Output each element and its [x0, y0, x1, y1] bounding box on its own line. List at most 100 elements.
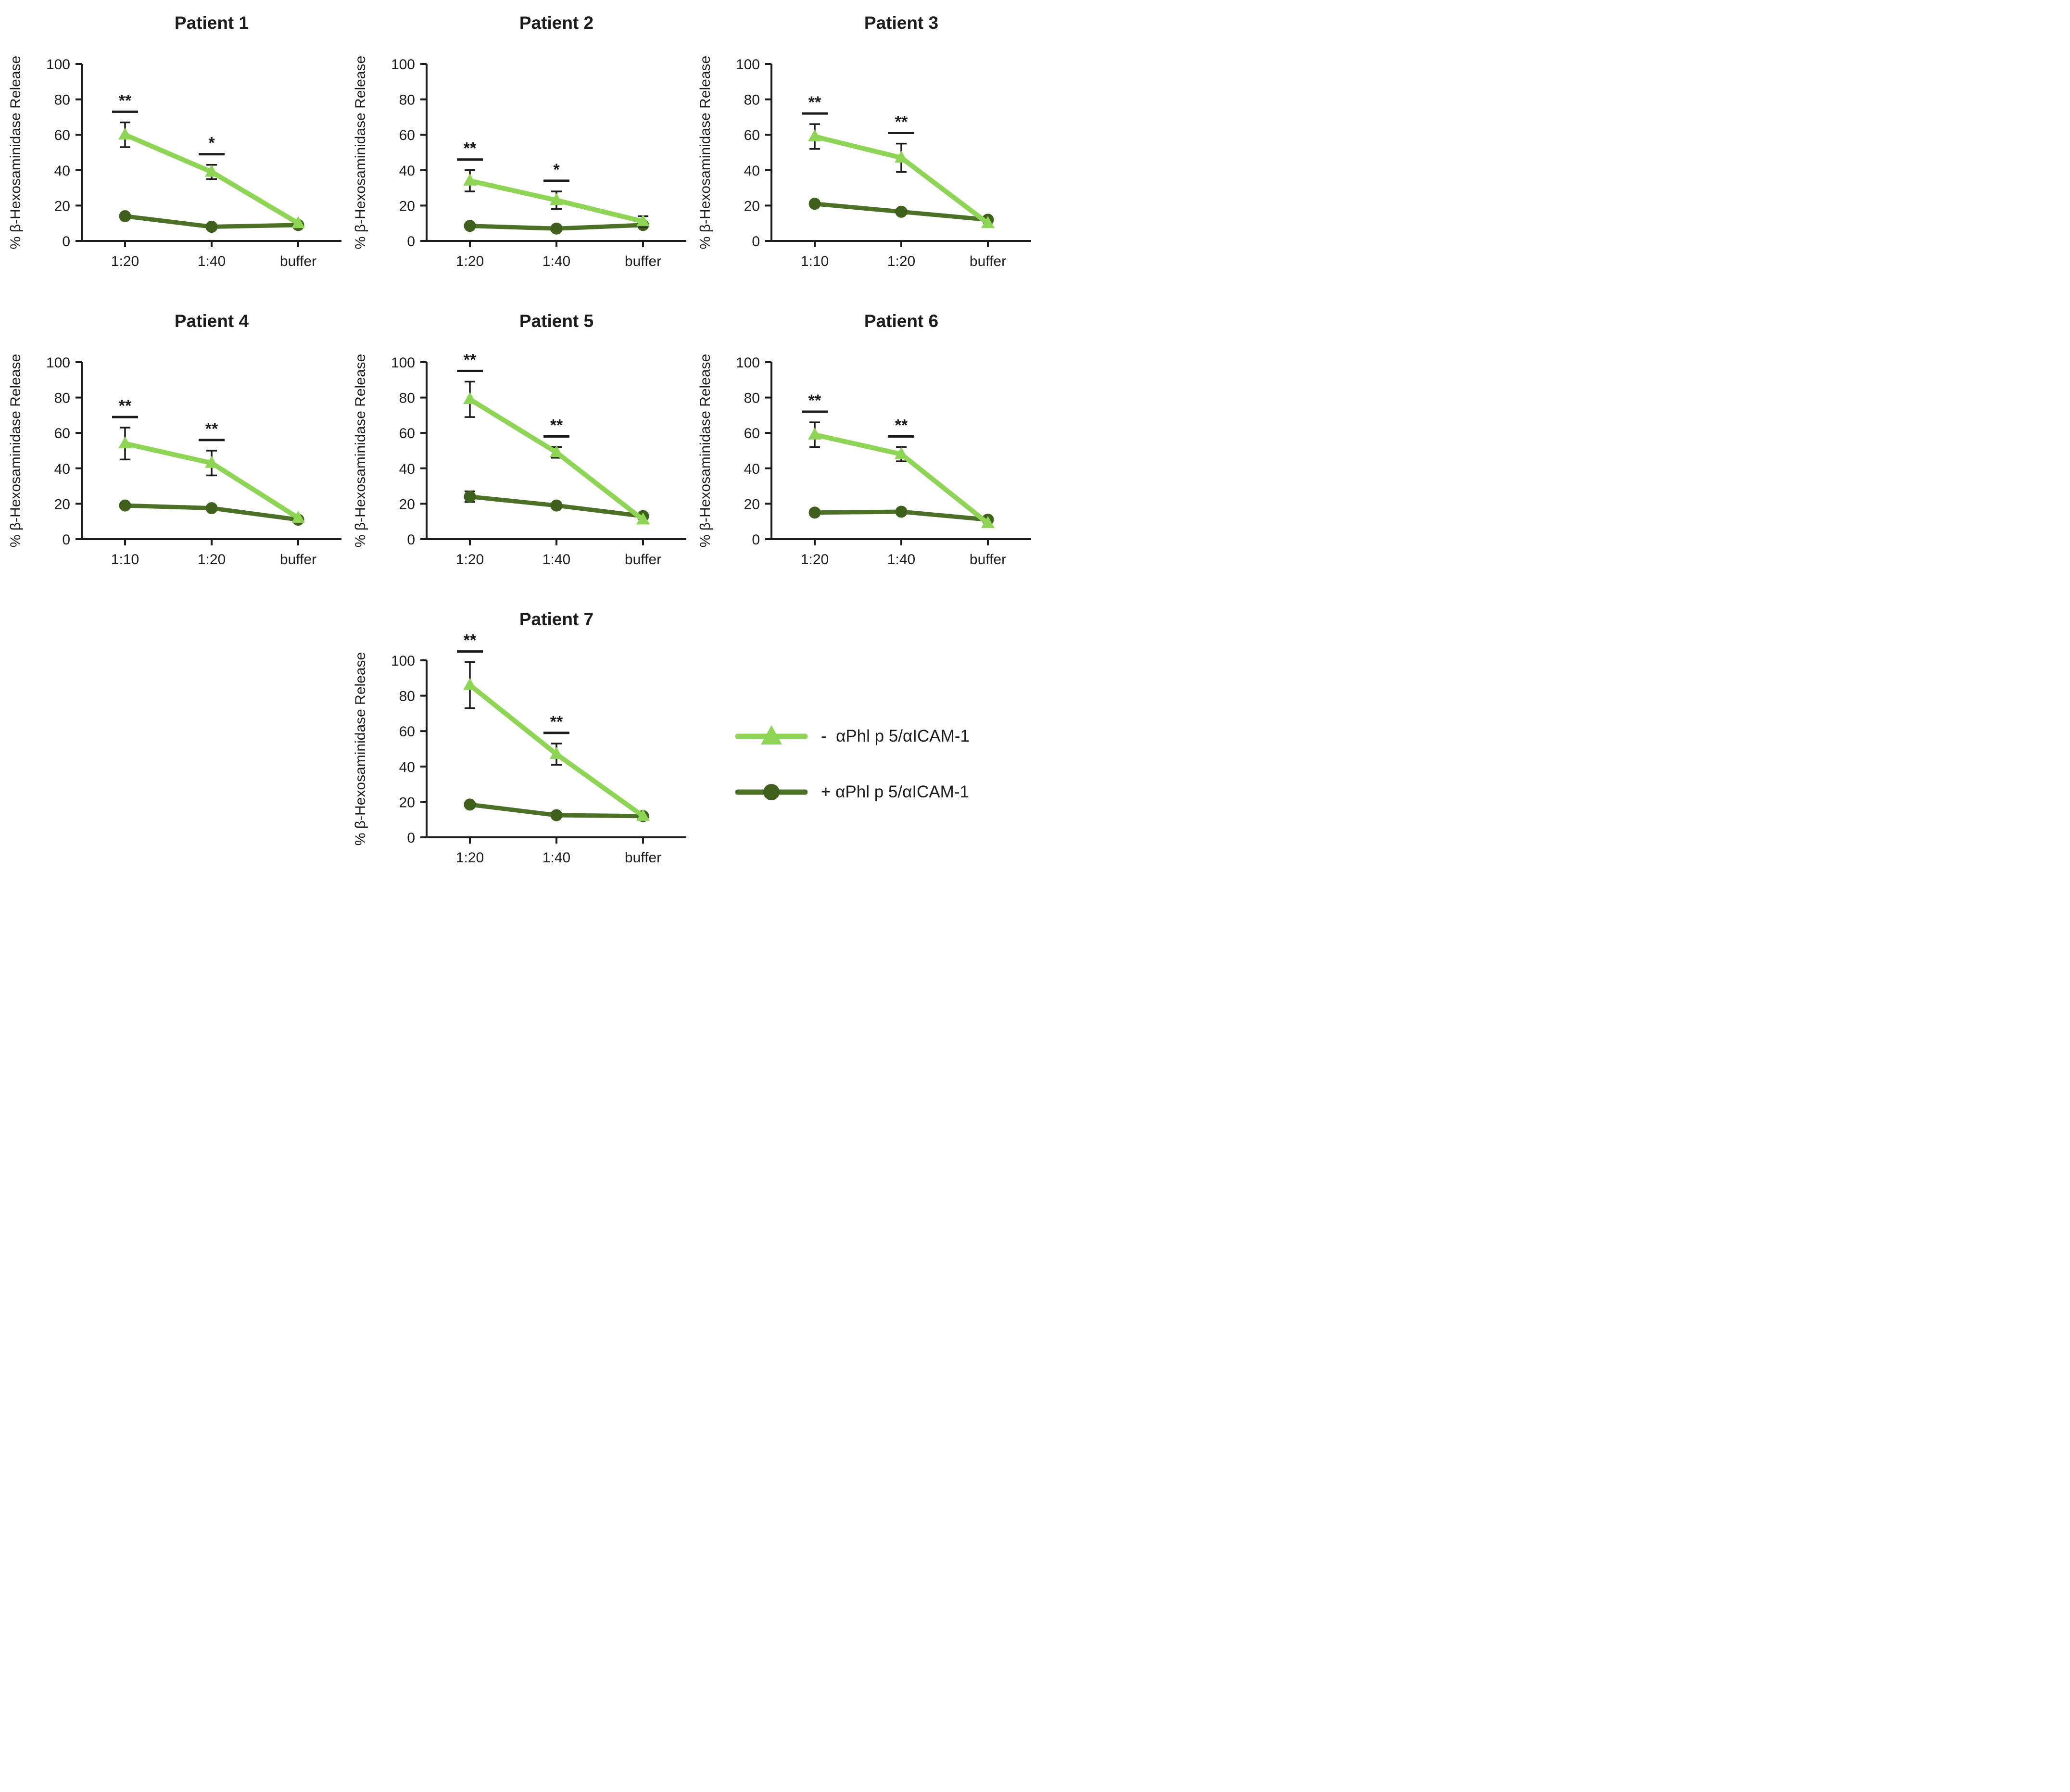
empty-cell	[0, 599, 345, 897]
circle-marker	[550, 809, 563, 821]
triangle-marker	[895, 151, 908, 163]
significance-label: **	[808, 93, 821, 112]
x-tick-label: buffer	[970, 253, 1006, 269]
y-tick-label: 20	[744, 198, 760, 214]
x-tick-label: 1:40	[543, 850, 570, 866]
significance-label: **	[119, 91, 132, 110]
chart-title: Patient 1	[175, 13, 249, 33]
significance-label: *	[208, 134, 215, 152]
circle-marker	[119, 499, 131, 512]
circle-marker	[464, 798, 476, 811]
y-tick-label: 80	[54, 92, 70, 108]
y-tick-label: 80	[399, 689, 415, 705]
y-axis-title: % β-Hexosaminidase Release	[353, 354, 368, 547]
x-tick-label: 1:20	[111, 253, 139, 269]
circle-marker	[895, 505, 908, 518]
x-tick-label: 1:40	[887, 552, 915, 568]
circle-marker	[205, 502, 218, 515]
significance-label: **	[205, 420, 218, 438]
chart-title: Patient 4	[175, 311, 249, 331]
legend-item-label: + αPhl p 5/αICAM-1	[821, 782, 969, 801]
patient-1-chart: Patient 1 % β-Hexosaminidase Release 0 20 40…	[0, 3, 345, 301]
y-tick-label: 60	[54, 127, 70, 143]
y-tick-label: 80	[744, 391, 760, 406]
patient-1-plot: Patient 1 % β-Hexosaminidase Release 0 20 40…	[8, 13, 341, 269]
patient-7-chart: Patient 7 % β-Hexosaminidase Release 0 20 40…	[345, 599, 690, 897]
y-tick-label: 60	[399, 724, 415, 740]
y-axis-title: % β-Hexosaminidase Release	[8, 56, 24, 249]
legend: - αPhl p 5/αICAM-1 + αPhl p 5/αICAM-1	[690, 599, 1035, 897]
triangle-marker	[636, 214, 650, 227]
significance-label: *	[553, 161, 560, 179]
y-tick-label: 40	[399, 461, 415, 477]
y-tick-label: 20	[744, 496, 760, 512]
y-axis-title: % β-Hexosaminidase Release	[353, 56, 368, 249]
y-tick-label: 80	[744, 92, 760, 108]
y-tick-label: 0	[752, 532, 760, 548]
patient-3-chart: Patient 3 % β-Hexosaminidase Release 0 20 40…	[690, 3, 1035, 301]
patient-5-chart: Patient 5 % β-Hexosaminidase Release 0 20 40…	[345, 301, 690, 599]
circle-marker	[808, 198, 821, 210]
circle-marker	[464, 491, 476, 503]
circle-marker	[464, 220, 476, 232]
patient-4-plot: Patient 4 % β-Hexosaminidase Release 0 20 40…	[8, 311, 341, 568]
triangle-marker	[463, 173, 477, 186]
y-tick-label: 100	[736, 57, 760, 73]
triangle-marker	[636, 808, 650, 821]
patient-5-plot: Patient 5 % β-Hexosaminidase Release 0 20 40…	[353, 311, 686, 568]
x-tick-label: buffer	[625, 253, 661, 269]
y-tick-label: 40	[744, 461, 760, 477]
legend-item-label: - αPhl p 5/αICAM-1	[821, 727, 970, 745]
circle-marker	[119, 210, 131, 222]
circle-marker	[763, 784, 780, 800]
y-tick-label: 0	[407, 234, 415, 250]
y-tick-label: 20	[54, 496, 70, 512]
x-tick-label: 1:10	[801, 253, 829, 269]
y-tick-label: 40	[744, 163, 760, 179]
legend-circle-icon	[735, 784, 808, 800]
x-tick-label: 1:20	[801, 552, 829, 568]
chart-title: Patient 2	[519, 13, 593, 33]
triangle-marker	[981, 516, 995, 528]
y-tick-label: 40	[399, 163, 415, 179]
chart-title: Patient 5	[519, 311, 593, 331]
patient-7-plot: Patient 7 % β-Hexosaminidase Release 0 20 40…	[353, 609, 686, 866]
x-tick-label: 1:40	[543, 253, 570, 269]
legend-item: - αPhl p 5/αICAM-1	[735, 722, 1035, 751]
triangle-marker	[291, 510, 305, 523]
y-tick-label: 20	[54, 198, 70, 214]
triangle-marker	[636, 512, 650, 525]
triangle-marker	[808, 129, 821, 141]
patient-3-plot: Patient 3 % β-Hexosaminidase Release 0 20 40…	[697, 13, 1031, 269]
triangle-marker	[463, 392, 477, 404]
y-tick-label: 60	[744, 127, 760, 143]
patient-6-chart: Patient 6 % β-Hexosaminidase Release 0 20 40…	[690, 301, 1035, 599]
x-tick-label: buffer	[625, 850, 661, 866]
legend-item: + αPhl p 5/αICAM-1	[735, 778, 1035, 807]
patient-2-chart: Patient 2 % β-Hexosaminidase Release 0 20 40…	[345, 3, 690, 301]
significance-label: **	[895, 416, 908, 435]
significance-label: **	[464, 351, 477, 369]
circle-marker	[895, 205, 908, 218]
y-tick-label: 20	[399, 198, 415, 214]
triangle-marker	[463, 678, 477, 690]
x-tick-label: buffer	[280, 552, 316, 568]
significance-label: **	[550, 416, 563, 435]
chart-title: Patient 3	[864, 13, 938, 33]
y-axis-title: % β-Hexosaminidase Release	[697, 354, 713, 547]
y-tick-label: 100	[391, 57, 415, 73]
y-tick-label: 0	[407, 532, 415, 548]
circle-marker	[808, 506, 821, 519]
x-tick-label: 1:20	[456, 253, 484, 269]
significance-label: **	[464, 631, 477, 650]
significance-label: **	[808, 391, 821, 410]
y-tick-label: 100	[46, 355, 70, 371]
triangle-marker	[550, 193, 563, 205]
x-tick-label: buffer	[970, 552, 1006, 568]
triangle-marker	[761, 725, 782, 745]
circle-marker	[550, 499, 563, 512]
y-tick-label: 100	[46, 57, 70, 73]
significance-label: **	[895, 113, 908, 131]
significance-label: **	[550, 713, 563, 731]
y-tick-label: 100	[736, 355, 760, 371]
